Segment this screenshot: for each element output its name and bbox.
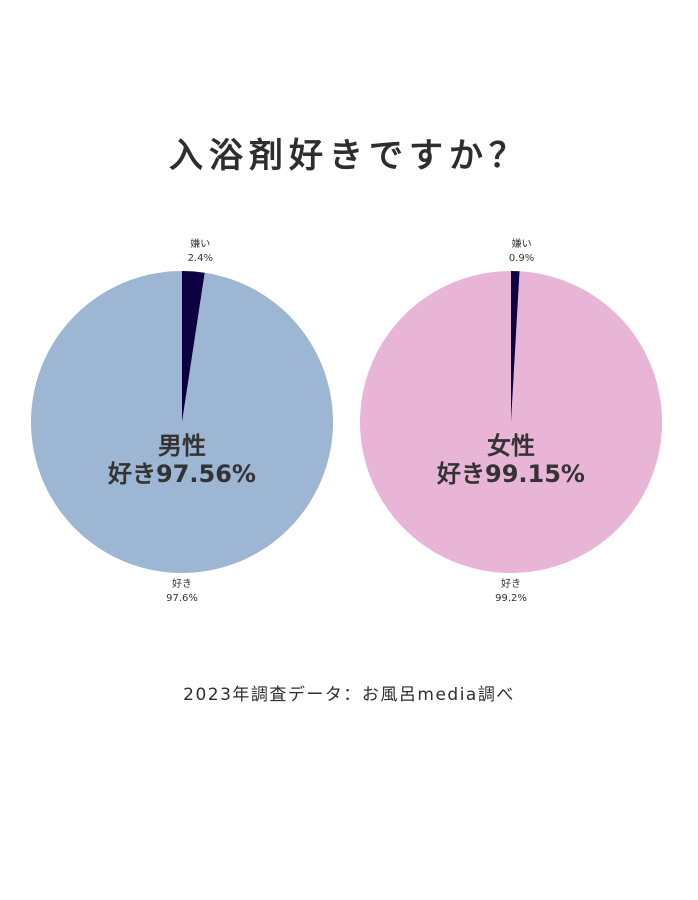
slice-value-dislike-female: 0.9%: [509, 253, 534, 264]
slice-label-dislike-male: 嫌い: [190, 237, 210, 250]
source-footer: 2023年調査データ：お風呂media調べ: [183, 685, 515, 705]
center-value-female: 好き99.15%: [436, 460, 585, 488]
slice-label-like-female: 好き: [501, 578, 521, 590]
slice-value-dislike-male: 2.4%: [188, 253, 213, 264]
center-title-male: 男性: [158, 432, 206, 460]
page-title: 入浴剤好きですか？: [169, 136, 529, 176]
pie-slice-like-female: [359, 271, 662, 573]
pie-slice-like-male: [30, 271, 333, 573]
slice-value-like-female: 99.2%: [495, 593, 527, 604]
center-title-female: 女性: [487, 432, 535, 460]
slice-label-like-male: 好き: [172, 578, 192, 590]
slice-value-like-male: 97.6%: [166, 593, 198, 604]
pie-slice-dislike-male: [182, 271, 205, 422]
pie-slice-dislike-female: [511, 271, 520, 422]
slice-label-dislike-female: 嫌い: [512, 237, 532, 250]
center-value-male: 好き97.56%: [107, 460, 256, 488]
